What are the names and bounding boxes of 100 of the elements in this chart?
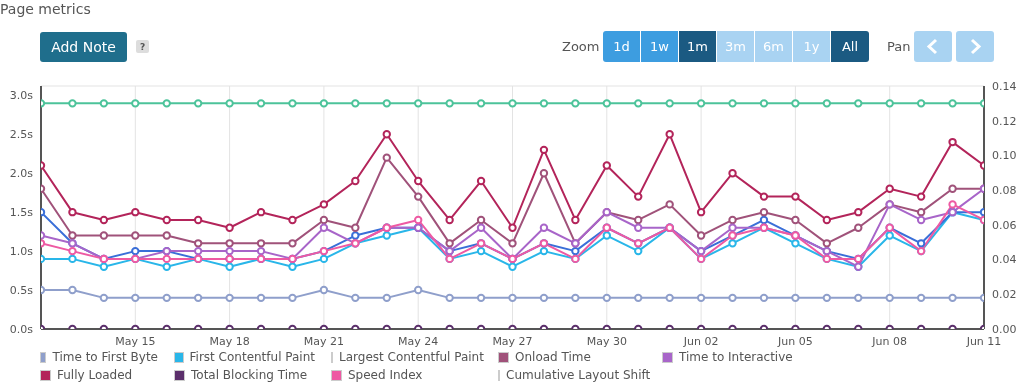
point bbox=[68, 207, 77, 217]
point bbox=[696, 231, 706, 240]
point bbox=[382, 231, 391, 240]
point bbox=[539, 169, 549, 178]
point bbox=[916, 192, 926, 201]
point bbox=[193, 239, 203, 248]
point bbox=[728, 215, 737, 225]
point bbox=[476, 246, 486, 256]
y2-tick-label: 0.12 bbox=[992, 114, 1017, 128]
point bbox=[791, 293, 800, 303]
point bbox=[193, 246, 203, 256]
point bbox=[225, 246, 234, 256]
point bbox=[225, 239, 234, 248]
point bbox=[382, 293, 391, 303]
point bbox=[476, 215, 486, 225]
chart-title: Page metrics bbox=[0, 1, 91, 17]
point bbox=[602, 293, 611, 303]
legend-label: Cumulative Layout Shift bbox=[506, 368, 651, 382]
point bbox=[256, 293, 266, 303]
point bbox=[948, 293, 957, 303]
point bbox=[665, 130, 674, 139]
point bbox=[539, 145, 549, 155]
point bbox=[948, 137, 957, 147]
point bbox=[319, 200, 329, 209]
point bbox=[162, 293, 171, 303]
text: All bbox=[831, 31, 869, 62]
point bbox=[162, 231, 171, 240]
point bbox=[351, 223, 360, 232]
text: 3m bbox=[717, 31, 754, 62]
point bbox=[759, 215, 769, 225]
point bbox=[225, 262, 234, 271]
point bbox=[885, 231, 894, 240]
point bbox=[602, 231, 611, 240]
point bbox=[476, 293, 486, 303]
point bbox=[288, 262, 297, 271]
point bbox=[791, 239, 800, 248]
point bbox=[508, 293, 517, 303]
point bbox=[634, 215, 643, 225]
point bbox=[288, 215, 297, 225]
point bbox=[539, 223, 549, 232]
point bbox=[351, 293, 360, 303]
y-tick-label: 0.5s bbox=[9, 283, 34, 297]
point bbox=[696, 293, 706, 303]
point bbox=[948, 200, 957, 209]
point bbox=[728, 169, 737, 178]
point bbox=[854, 207, 863, 217]
point bbox=[131, 207, 140, 217]
point bbox=[822, 215, 832, 225]
y2-tick-label: 0.08 bbox=[992, 184, 1017, 198]
x-tick-label: Jun 05 bbox=[777, 334, 813, 348]
x-tick-label: May 21 bbox=[303, 334, 345, 348]
y-tick-label: 1.5s bbox=[9, 206, 34, 220]
point bbox=[854, 293, 863, 303]
y-tick-label: 2.0s bbox=[9, 167, 34, 181]
point bbox=[225, 223, 234, 232]
point bbox=[162, 262, 171, 271]
y2-tick-label: 0.00 bbox=[992, 322, 1017, 336]
point bbox=[916, 207, 926, 217]
point bbox=[414, 285, 423, 295]
point bbox=[99, 293, 109, 303]
legend-label: Fully Loaded bbox=[57, 368, 133, 382]
point bbox=[131, 246, 140, 256]
point bbox=[193, 215, 203, 225]
point bbox=[319, 285, 329, 295]
y-tick-label: 3.0s bbox=[9, 89, 34, 103]
point bbox=[759, 293, 769, 303]
point bbox=[256, 246, 266, 256]
text: Pan bbox=[887, 39, 911, 54]
point bbox=[916, 215, 926, 225]
point bbox=[445, 239, 454, 248]
point bbox=[288, 239, 297, 248]
point bbox=[916, 239, 926, 248]
point bbox=[759, 207, 769, 217]
point bbox=[885, 184, 894, 194]
point bbox=[445, 215, 454, 225]
point bbox=[665, 293, 674, 303]
point bbox=[791, 215, 800, 225]
point bbox=[571, 246, 580, 256]
text: 1m bbox=[679, 31, 716, 62]
point bbox=[539, 246, 549, 256]
point bbox=[414, 192, 423, 201]
x-tick-label: Jun 08 bbox=[871, 334, 908, 348]
point bbox=[539, 293, 549, 303]
point bbox=[759, 192, 769, 201]
point bbox=[99, 262, 109, 271]
point bbox=[634, 223, 643, 232]
legend-label: Onload Time bbox=[515, 350, 591, 364]
legend-label: Time to First Byte bbox=[52, 350, 158, 364]
point bbox=[162, 215, 171, 225]
point bbox=[634, 293, 643, 303]
point bbox=[634, 192, 643, 201]
point bbox=[99, 215, 109, 225]
point bbox=[162, 254, 171, 264]
point bbox=[445, 293, 454, 303]
point bbox=[351, 176, 360, 186]
y2-tick-label: 0.04 bbox=[992, 253, 1017, 267]
y2-tick-label: 0.14 bbox=[992, 79, 1017, 93]
point bbox=[728, 293, 737, 303]
point bbox=[193, 293, 203, 303]
x-tick-label: May 27 bbox=[492, 334, 533, 348]
